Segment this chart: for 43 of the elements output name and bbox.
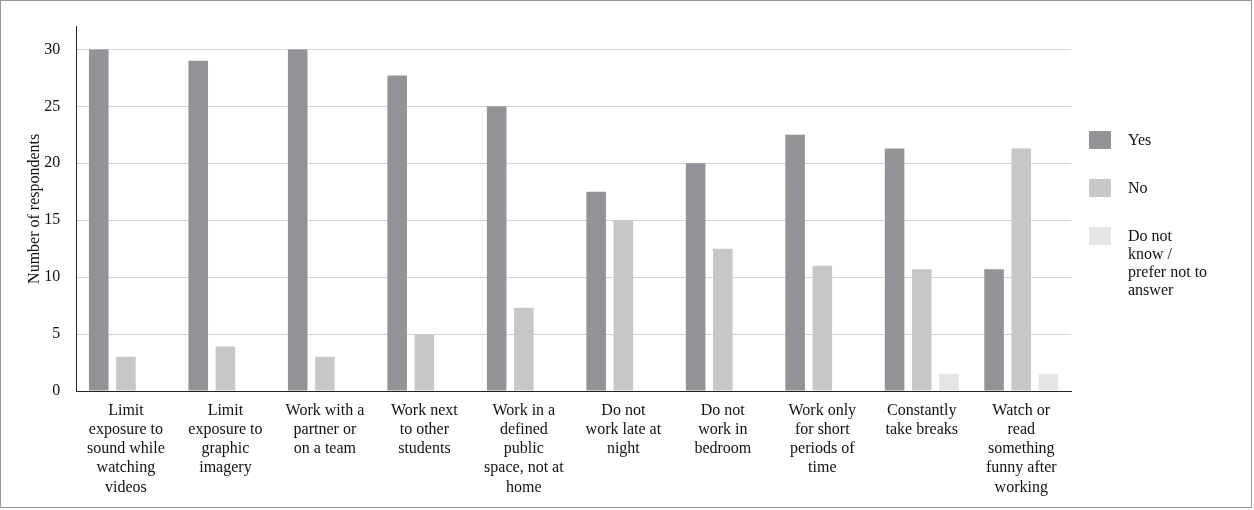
legend-label: Do not know / prefer not to answer — [1128, 227, 1208, 299]
bar — [315, 356, 335, 391]
bar — [812, 265, 833, 391]
legend-label: Yes — [1128, 131, 1153, 149]
bar — [387, 75, 407, 391]
y-tick-label: 5 — [52, 324, 61, 342]
y-axis-title: Number of respondents — [24, 133, 43, 284]
x-tick-label: Constantly take breaks — [885, 400, 958, 437]
x-tick-label: Work with a partner or on a team — [285, 400, 365, 457]
y-tick-label: 10 — [44, 267, 61, 285]
y-tick-label: 25 — [44, 96, 61, 114]
y-tick-label: 15 — [44, 210, 61, 228]
bar — [414, 334, 435, 391]
x-tick-label: Work only for short periods of time — [788, 400, 857, 476]
bar — [514, 307, 534, 391]
y-tick-label: 0 — [52, 381, 61, 399]
bar — [785, 134, 805, 391]
x-tick-label: Watch or read something funny after working — [985, 400, 1058, 496]
bar — [1038, 373, 1059, 391]
bar — [287, 49, 308, 391]
y-tick-label: 20 — [44, 153, 61, 171]
x-tick-label: Do not work in bedroom — [694, 400, 752, 457]
bar — [586, 191, 606, 391]
x-tick-label: Limit exposure to graphic imagery — [188, 400, 263, 477]
bar — [215, 346, 236, 391]
bar — [939, 373, 959, 391]
bar — [713, 248, 733, 391]
bar — [188, 60, 209, 391]
bar — [116, 356, 136, 391]
bar — [884, 148, 905, 391]
x-tick-label: Do not work late at night — [585, 400, 662, 458]
y-tick-label: 30 — [44, 39, 61, 57]
bar — [685, 163, 706, 391]
bar — [1011, 148, 1032, 391]
bar — [88, 49, 109, 391]
x-tick-label: Work next to other students — [391, 400, 459, 457]
bar — [613, 220, 634, 391]
x-tick-label: Work in a defined public space, not at home — [484, 400, 565, 495]
bar — [911, 269, 932, 391]
legend-label: No — [1128, 179, 1149, 197]
x-tick-label: Limit exposure to sound while watching videos — [87, 400, 165, 495]
bar — [984, 269, 1004, 391]
bar — [486, 106, 507, 391]
